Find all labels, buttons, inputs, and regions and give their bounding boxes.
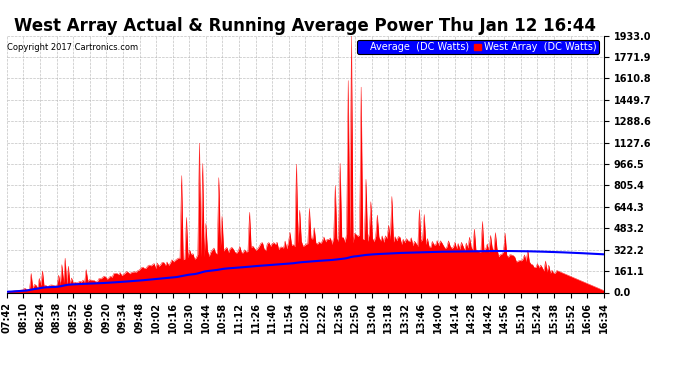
Title: West Array Actual & Running Average Power Thu Jan 12 16:44: West Array Actual & Running Average Powe… — [14, 18, 596, 36]
Legend: Average  (DC Watts), West Array  (DC Watts): Average (DC Watts), West Array (DC Watts… — [357, 40, 599, 54]
Text: Copyright 2017 Cartronics.com: Copyright 2017 Cartronics.com — [8, 44, 139, 52]
